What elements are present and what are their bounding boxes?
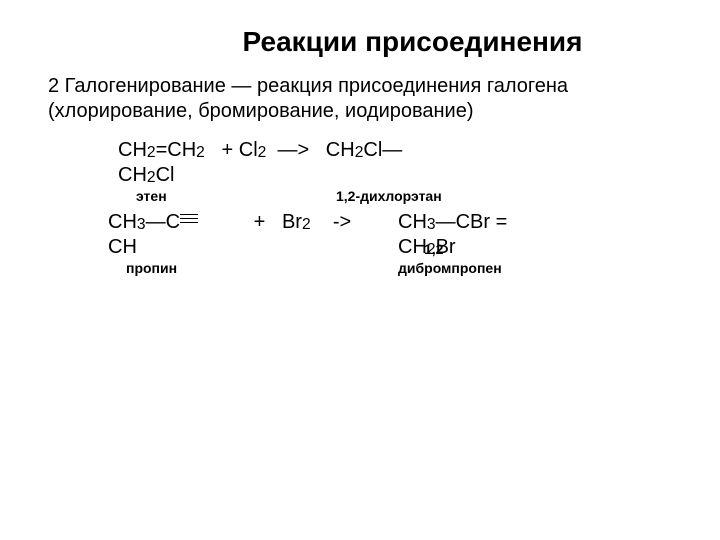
reaction-2-left-line-1: СН3—С + Br2 -> xyxy=(108,210,398,235)
txt: -> xyxy=(311,211,352,233)
label-dichloroethane: 1,2-дихлорэтан xyxy=(336,188,442,204)
reaction-2: СН3—С + Br2 -> СН СН3—СBr = СН1,22Br xyxy=(108,210,672,260)
label-dibromopropene: дибромпропен xyxy=(398,260,502,276)
txt: l— xyxy=(378,139,402,161)
reaction-2-right-line-2: СН1,22Br xyxy=(398,235,618,260)
reaction-2-right-line-1: СН3—СBr = xyxy=(398,210,618,235)
label-ethene: этен xyxy=(136,188,167,204)
reaction-1-line-2: СН2Сl xyxy=(118,163,672,188)
reaction-1-labels: этен 1,2-дихлорэтан xyxy=(118,188,672,210)
txt: СН xyxy=(118,164,147,186)
txt: —С xyxy=(146,211,180,233)
sub: 3 xyxy=(137,216,146,233)
triple-bond-icon xyxy=(180,210,198,230)
sub: 2 xyxy=(147,144,156,161)
sub: 3 xyxy=(427,216,436,233)
page-title: Реакции присоединения xyxy=(153,26,672,58)
txt: СН xyxy=(108,236,137,258)
txt: С xyxy=(363,139,377,161)
reaction-1-line-1: СН2=СН2 + Сl2 —> СН2Сl— xyxy=(118,138,672,163)
txt: СН xyxy=(108,211,137,233)
txt: СН xyxy=(398,211,427,233)
reaction-2-left: СН3—С + Br2 -> СН xyxy=(108,210,398,260)
reactions-block: СН2=СН2 + Сl2 —> СН2Сl— СН2Сl этен 1,2-д… xyxy=(118,138,672,282)
sub: 2 xyxy=(302,216,311,233)
description-text: 2 Галогенирование — реакция присоединени… xyxy=(48,74,672,124)
reaction-2-labels: пропин дибромпропен xyxy=(108,260,672,282)
sub: 2 xyxy=(196,144,205,161)
txt: + Br xyxy=(198,211,302,233)
txt: l xyxy=(170,164,174,186)
txt: —> СН xyxy=(266,139,354,161)
txt: + С xyxy=(205,139,253,161)
reaction-2-right: СН3—СBr = СН1,22Br xyxy=(398,210,618,260)
txt: С xyxy=(156,164,170,186)
label-overlay-12: 1,2 xyxy=(424,241,443,259)
txt: СН xyxy=(118,139,147,161)
txt: =СН xyxy=(156,139,197,161)
sub: 2 xyxy=(147,169,156,186)
slide: Реакции присоединения 2 Галогенирование … xyxy=(0,0,720,540)
txt: —СBr = xyxy=(436,211,508,233)
txt: СН xyxy=(398,236,427,258)
reaction-2-left-line-2: СН xyxy=(108,235,398,260)
label-propyne: пропин xyxy=(126,260,177,276)
